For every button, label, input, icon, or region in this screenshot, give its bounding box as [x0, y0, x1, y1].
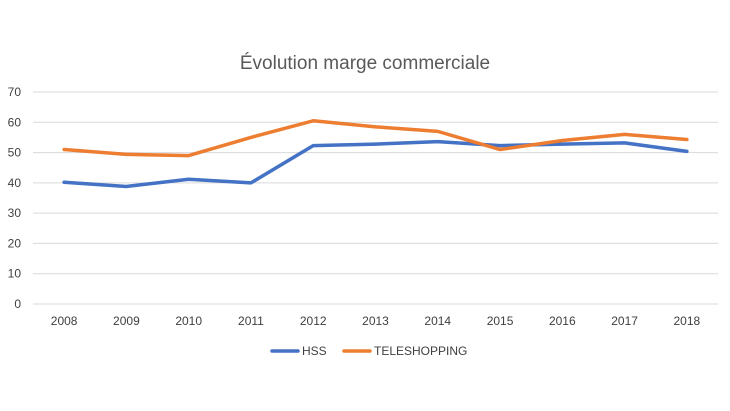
- x-tick-label: 2013: [362, 314, 389, 328]
- x-tick-label: 2010: [175, 314, 202, 328]
- series-line-hss: [62, 139, 689, 189]
- y-tick-label: 50: [8, 146, 22, 160]
- gridlines: [33, 91, 718, 305]
- legend: HSS TELESHOPPING: [270, 344, 467, 358]
- y-tick-label: 40: [8, 176, 22, 190]
- legend-label: TELESHOPPING: [374, 344, 467, 358]
- legend-label: HSS: [302, 344, 327, 358]
- y-tick-label: 60: [8, 115, 22, 129]
- x-tick-label: 2014: [424, 314, 451, 328]
- x-tick-label: 2012: [300, 314, 327, 328]
- series-line-teleshopping: [62, 119, 689, 158]
- y-tick-label: 10: [8, 267, 22, 281]
- y-tick-label: 70: [8, 85, 22, 99]
- x-tick-label: 2008: [51, 314, 78, 328]
- x-tick-label: 2016: [549, 314, 576, 328]
- x-tick-label: 2015: [487, 314, 514, 328]
- x-tick-label: 2011: [238, 314, 264, 328]
- y-tick-label: 30: [8, 206, 22, 220]
- series-lines: [62, 119, 689, 189]
- x-tick-label: 2017: [611, 314, 638, 328]
- y-tick-label: 0: [14, 297, 21, 311]
- x-tick-label: 2009: [113, 314, 140, 328]
- y-tick-label: 20: [8, 236, 22, 250]
- y-axis-ticks: 0 10 20 30 40 50 60 70: [8, 85, 22, 311]
- x-tick-label: 2018: [674, 314, 701, 328]
- chart-title: Évolution marge commerciale: [240, 53, 490, 74]
- x-axis-ticks: 2008 2009 2010 2011 2012 2013 2014 2015 2016 2017…: [51, 314, 701, 328]
